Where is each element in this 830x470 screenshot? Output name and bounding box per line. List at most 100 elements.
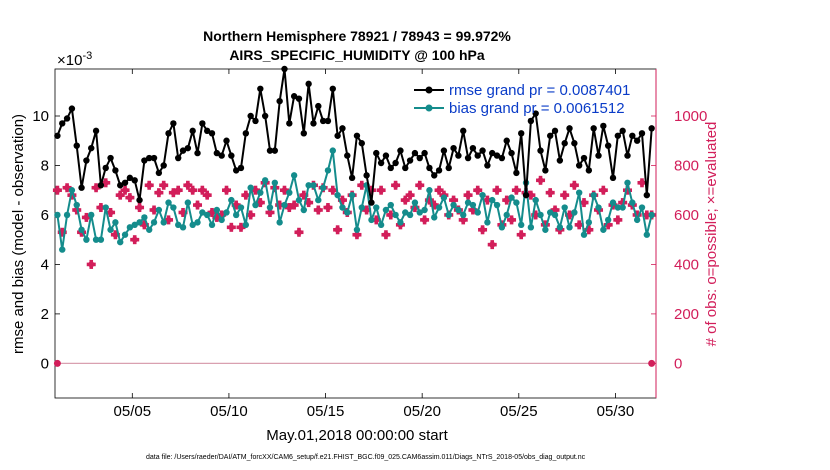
bias-point <box>542 226 549 233</box>
rmse-point <box>344 152 351 159</box>
obs-evaluated-point <box>386 210 396 220</box>
rmse-point <box>184 144 192 152</box>
obs-evaluated-point <box>391 180 401 190</box>
rmse-point <box>464 154 472 162</box>
obs-evaluated-point <box>473 185 483 195</box>
bias-point <box>189 221 196 229</box>
rmse-point <box>179 147 187 154</box>
bias-point <box>648 211 655 219</box>
bias-point <box>165 199 172 206</box>
rmse-point <box>537 147 544 154</box>
rmse-point <box>203 127 211 135</box>
obs-evaluated-point <box>188 185 198 195</box>
rmse-point <box>527 117 535 125</box>
x-tick-label: 05/20 <box>403 403 441 420</box>
obs-evaluated-point <box>52 185 62 195</box>
obs-evaluated-point <box>130 235 140 245</box>
rmse-point <box>252 117 259 125</box>
rmse-point <box>406 157 414 164</box>
rmse-point <box>498 154 506 162</box>
obs-evaluated-point <box>246 210 256 220</box>
rmse-line <box>56 68 653 204</box>
y-axis-left-label: rmse and bias (model - observation) <box>10 114 27 354</box>
rmse-point <box>609 174 617 182</box>
bias-point <box>590 191 597 199</box>
rmse-point <box>426 164 433 172</box>
obs-evaluated-point <box>449 195 459 205</box>
rmse-point <box>421 149 428 157</box>
rmse-point <box>358 140 365 147</box>
rmse-point <box>397 147 404 154</box>
rmse-point <box>276 97 283 105</box>
rmse-point <box>63 115 71 122</box>
bias-point <box>107 226 114 233</box>
bias-point <box>150 219 158 226</box>
rmse-point <box>469 144 477 152</box>
rmse-point <box>339 125 346 132</box>
y-left-tick-label: 2 <box>41 306 49 323</box>
rmse-point <box>411 149 419 157</box>
obs-evaluated-point <box>516 230 526 240</box>
obs-evaluated-point <box>376 185 386 195</box>
rmse-point <box>585 167 593 174</box>
rmse-point <box>402 164 409 172</box>
rmse-point <box>619 127 626 135</box>
bias-point <box>513 199 520 206</box>
bias-point <box>170 204 177 211</box>
bias-point <box>527 224 535 231</box>
bias-point <box>551 211 559 219</box>
rmse-point <box>542 167 549 174</box>
y-right-tick-label: 800 <box>674 157 699 174</box>
bias-point <box>92 236 100 243</box>
bias-point <box>580 231 588 238</box>
bias-point <box>440 194 448 201</box>
bias-point <box>155 206 163 214</box>
bias-point <box>286 189 293 196</box>
bias-point <box>160 219 167 226</box>
rmse-point <box>199 120 206 127</box>
rmse-point <box>174 154 182 162</box>
bias-point <box>392 211 399 219</box>
y-left-tick-label: 4 <box>41 256 49 273</box>
x-tick-label: 05/05 <box>114 403 152 420</box>
y-left-tick-label: 6 <box>41 207 49 224</box>
rmse-point <box>257 85 264 92</box>
rmse-point <box>88 144 95 152</box>
rmse-point <box>513 169 520 177</box>
obs-evaluated-point <box>193 200 203 210</box>
rmse-point <box>281 65 288 73</box>
x-axis-label: May.01,2018 00:00:00 start <box>266 427 448 444</box>
rmse-point <box>431 172 438 179</box>
rmse-point <box>392 159 399 167</box>
rmse-point <box>194 149 201 157</box>
bias-point <box>464 199 472 206</box>
obs-evaluated-point <box>125 193 135 203</box>
rmse-point <box>324 117 332 125</box>
obs-evaluated-point <box>420 215 430 225</box>
y-right-tick-label: 600 <box>674 207 699 224</box>
bias-point <box>435 204 443 211</box>
obs-evaluated-point <box>405 190 415 200</box>
bias-point <box>629 199 636 206</box>
rmse-point <box>348 174 356 182</box>
obs-evaluated-point <box>183 180 193 190</box>
rmse-point <box>614 132 622 139</box>
rmse-point <box>474 152 481 159</box>
rmse-point <box>213 149 221 157</box>
bias-point <box>237 204 245 211</box>
chart-subtitle: AIRS_SPECIFIC_HUMIDITY @ 100 hPa <box>229 47 485 63</box>
rmse-point <box>54 132 61 139</box>
bias-point <box>194 219 201 226</box>
bias-point <box>489 196 496 204</box>
rmse-point <box>150 154 158 162</box>
rmse-point <box>479 147 486 154</box>
bias-point <box>373 204 380 211</box>
obs-evaluated-point <box>154 188 164 198</box>
bias-point <box>329 147 336 154</box>
bias-point <box>406 211 414 219</box>
rmse-point <box>334 132 341 139</box>
rmse-point <box>600 122 607 130</box>
rmse-point <box>503 137 510 144</box>
bias-point <box>339 204 346 211</box>
